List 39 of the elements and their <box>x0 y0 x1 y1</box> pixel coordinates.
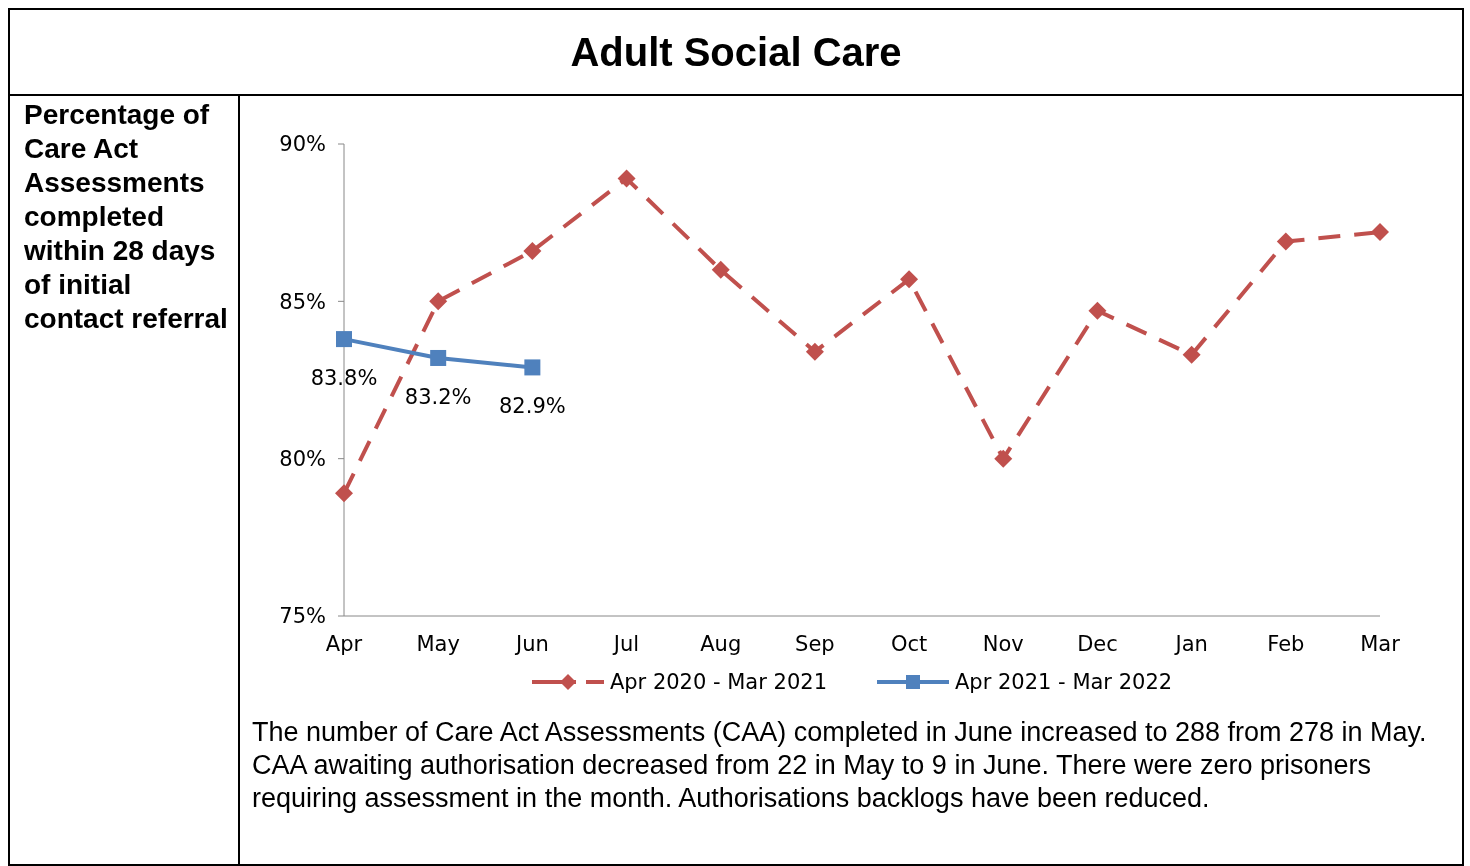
x-tick-label: Feb <box>1267 631 1305 656</box>
point <box>524 359 541 376</box>
point <box>336 331 352 348</box>
x-tick-label: Jan <box>1173 631 1208 656</box>
point <box>711 260 730 279</box>
data-label: 83.8% <box>310 366 378 391</box>
x-tick-label: Aug <box>700 631 742 656</box>
point <box>1182 345 1201 364</box>
text: The number of Care Act Assessments (CAA) completed in June increased to 288 from 278 in May. CAA awaiting authorisation decreased from 22 in May to 9 in June. There were zero prisoners requiring assessment in the month. Authorisations backlogs have been reduced. <box>252 716 1428 815</box>
y-tick-label: 80% <box>279 447 326 472</box>
point <box>805 342 824 361</box>
x-tick-label: Sep <box>795 631 835 656</box>
point <box>994 449 1013 468</box>
legend-label: Apr 2020 - Mar 2021 <box>609 670 827 694</box>
point <box>335 484 353 503</box>
x-tick-label: Nov <box>982 631 1024 656</box>
point <box>523 241 542 260</box>
point <box>900 270 919 289</box>
x-tick-label: Mar <box>1360 631 1401 656</box>
x-tick-label: Jun <box>513 631 549 656</box>
x-tick-label: Jul <box>611 631 640 656</box>
point <box>430 349 447 366</box>
point <box>1276 232 1295 251</box>
y-tick-label: 75% <box>279 604 326 629</box>
y-tick-label: 85% <box>279 289 326 314</box>
x-tick-label: Dec <box>1077 631 1118 656</box>
x-tick-label: Oct <box>890 631 928 656</box>
point <box>1088 301 1107 320</box>
y-tick-label: 90% <box>279 132 326 157</box>
point <box>429 292 448 311</box>
point <box>1371 223 1389 242</box>
point <box>617 169 636 188</box>
data-label: 82.9% <box>499 394 566 419</box>
x-tick-label: Apr <box>325 631 363 656</box>
chart-title: Adult Social Care <box>10 10 1462 96</box>
legend-label: Apr 2021 - Mar 2022 <box>955 670 1173 694</box>
x-tick-label: May <box>416 631 460 656</box>
data-label: 83.2% <box>404 384 472 409</box>
text: Percentage of Care Act Assessments completed within 28 days of initial contact referral <box>10 96 240 866</box>
